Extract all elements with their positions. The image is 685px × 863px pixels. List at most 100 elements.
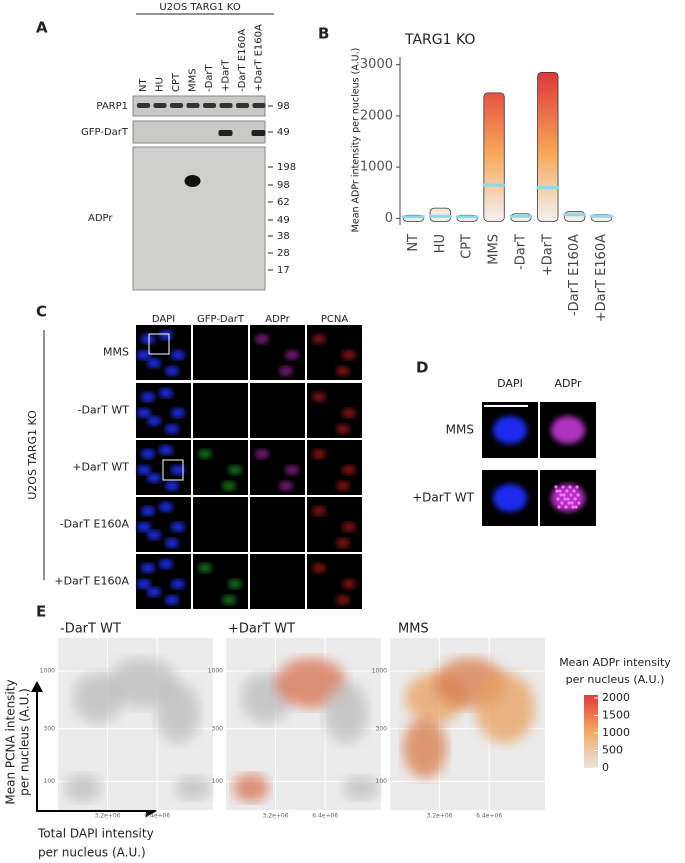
nucleus xyxy=(312,563,326,573)
legend-tick-label: 1500 xyxy=(602,709,630,722)
blot-label: GFP-DarT xyxy=(81,127,129,138)
point-cloud xyxy=(403,718,447,778)
marker-label: 62 xyxy=(277,197,290,208)
nucleus xyxy=(147,416,161,426)
row-label: +DarT WT xyxy=(72,461,129,474)
x-tick-label: 3.2e+06 xyxy=(263,813,289,820)
micrograph xyxy=(250,383,305,438)
blot xyxy=(132,146,266,291)
plot-title: MMS xyxy=(398,622,429,637)
nucleus xyxy=(312,392,326,402)
row-label: -DarT E160A xyxy=(60,518,130,531)
band xyxy=(153,103,167,108)
nucleus xyxy=(159,445,173,455)
inset-box xyxy=(162,459,184,481)
lane-label: -DarT E160A xyxy=(237,29,248,92)
legend-tick-label: 2000 xyxy=(602,691,630,704)
y-tick-label: 1000 xyxy=(208,668,223,675)
nucleus xyxy=(222,481,236,491)
blot-header: U2OS TARG1 KO xyxy=(159,2,241,13)
point-cloud xyxy=(475,673,535,743)
marker-label: 38 xyxy=(277,231,290,242)
marker-label: 49 xyxy=(277,127,290,138)
lane-label: NT xyxy=(138,78,149,92)
lane-label: +DarT xyxy=(221,59,232,92)
nucleus xyxy=(159,330,173,340)
nucleus xyxy=(336,481,350,491)
x-tick-label: -DarT xyxy=(513,234,528,270)
x-tick-label: +DarT xyxy=(540,234,555,276)
nucleus xyxy=(255,334,269,344)
nucleus xyxy=(165,366,179,376)
row-label: +DarT WT xyxy=(412,491,475,505)
point-cloud xyxy=(564,211,586,222)
nucleus xyxy=(198,449,212,459)
focus xyxy=(563,497,567,501)
micrograph xyxy=(193,497,248,552)
band xyxy=(219,103,233,108)
marker-label: 49 xyxy=(277,215,290,226)
row-label: +DarT E160A xyxy=(54,575,129,588)
y-tick-label: 1000 xyxy=(372,668,387,675)
marker-label: 17 xyxy=(277,265,290,276)
y-tick-label: 2000 xyxy=(360,108,393,123)
legend-title: Mean ADPr intensity xyxy=(559,656,671,669)
focus xyxy=(577,501,581,505)
y-tick-label: 300 xyxy=(212,725,224,732)
band xyxy=(218,130,233,136)
nucleus xyxy=(285,350,299,360)
side-label: U2OS TARG1 KO xyxy=(26,410,39,500)
point-cloud xyxy=(343,776,379,800)
nucleus xyxy=(137,522,151,532)
nucleus xyxy=(137,465,151,475)
y-tick-label: 100 xyxy=(44,778,56,785)
legend-tick-label: 0 xyxy=(602,761,609,774)
marker-label: 28 xyxy=(277,248,290,259)
marker-label: 98 xyxy=(277,180,290,191)
focus xyxy=(561,485,565,489)
band xyxy=(252,103,266,108)
nucleus xyxy=(159,388,173,398)
focus xyxy=(572,489,576,493)
nucleus xyxy=(147,530,161,540)
chart-title: TARG1 KO xyxy=(404,32,475,48)
point-cloud xyxy=(156,683,200,743)
nucleus xyxy=(141,334,155,344)
legend-tick-label: 1000 xyxy=(602,726,630,739)
y-tick-label: 100 xyxy=(376,778,388,785)
y-axis-label: Mean ADPr intensity per nucleus (A.U.) xyxy=(351,48,362,233)
nucleus xyxy=(285,465,299,475)
lane-label: -DarT xyxy=(204,63,215,92)
nucleus xyxy=(336,538,350,548)
row-label: MMS xyxy=(446,423,474,437)
nucleus xyxy=(141,563,155,573)
y-tick-label: 300 xyxy=(376,725,388,732)
focus xyxy=(571,505,575,509)
point-cloud xyxy=(233,774,269,802)
band xyxy=(184,175,201,187)
nucleus xyxy=(551,416,585,444)
focus xyxy=(576,493,580,497)
lane-label: CPT xyxy=(171,72,182,92)
micrograph xyxy=(193,325,248,380)
x-tick-label: -DarT E160A xyxy=(567,234,582,316)
nucleus xyxy=(141,506,155,516)
lane-label: +DarT E160A xyxy=(254,24,265,92)
column-header: GFP-DarT xyxy=(197,314,245,325)
nucleus xyxy=(342,350,356,360)
nucleus xyxy=(171,408,185,418)
plot-title: +DarT WT xyxy=(228,622,295,637)
arrow-head xyxy=(31,681,43,692)
panel-label: A xyxy=(36,19,48,37)
plot-title: -DarT WT xyxy=(60,622,121,637)
nucleus xyxy=(342,579,356,589)
band xyxy=(203,103,216,108)
band xyxy=(186,103,200,108)
nucleus xyxy=(493,484,527,512)
focus xyxy=(555,489,559,493)
nucleus xyxy=(147,358,161,368)
focus xyxy=(560,501,564,505)
nucleus xyxy=(228,579,242,589)
focus xyxy=(556,497,560,501)
nucleus xyxy=(171,579,185,589)
